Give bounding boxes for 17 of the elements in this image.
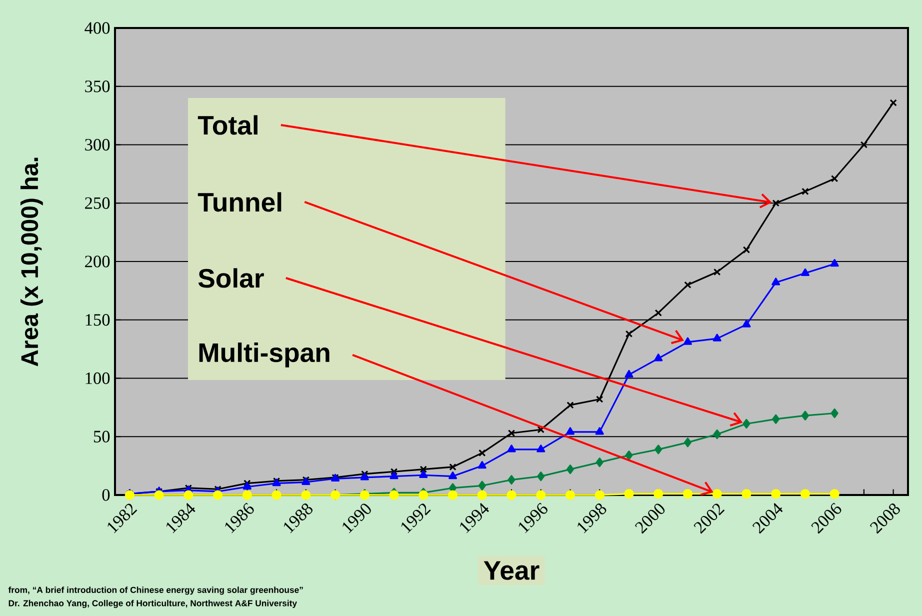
text: Multi-span (199, 342, 330, 368)
y-tick-label: 50 (94, 430, 110, 442)
text: from, “A brief introduction of Chinese energy saving solar greenhouse” (8, 586, 303, 595)
text: Total (198, 115, 258, 135)
text: Dr. Zhenchao Yang, College of Horticulture, Northwest A&F University (8, 600, 297, 608)
text: Solar (198, 268, 264, 288)
y-axis-title: Area (x 10,000) ha. (20, 158, 43, 366)
text: Tunnel (198, 192, 282, 212)
y-tick-label: 400 (84, 22, 110, 34)
y-tick-label: 150 (86, 314, 110, 326)
y-tick-label: 250 (85, 197, 110, 209)
y-tick-label: 200 (85, 256, 110, 268)
y-tick-label: 0 (102, 489, 110, 501)
y-tick-label: 300 (85, 138, 110, 151)
x-axis-title: Year (484, 561, 540, 580)
y-tick-label: 100 (86, 372, 110, 384)
y-tick-label: 350 (85, 80, 110, 92)
